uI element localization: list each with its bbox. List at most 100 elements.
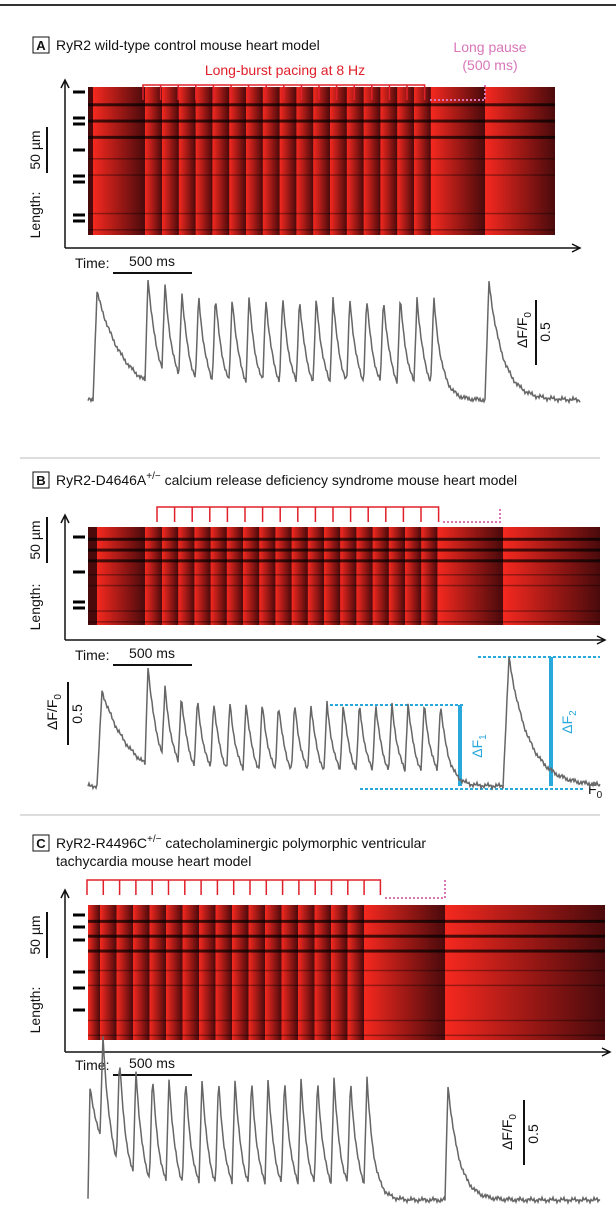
kymo-stripe [279, 87, 297, 235]
kymo-stripe [330, 87, 347, 235]
kymo-stripe [100, 905, 117, 1040]
kymo-stripe [93, 87, 145, 235]
kymo-stripe [380, 87, 398, 235]
kymo-band [88, 559, 600, 563]
kymo-stripe [281, 905, 298, 1040]
length-scale: 50 µm [27, 520, 43, 559]
kymo-stripe [347, 905, 364, 1040]
panel-letter: B [36, 473, 45, 488]
kymo-stripe [178, 87, 196, 235]
kymo-stripe [166, 905, 183, 1040]
pause-label: (500 ms) [462, 57, 517, 73]
kymo-stripe [145, 87, 162, 235]
kymo-stripe [215, 905, 232, 1040]
kymo-band [88, 103, 555, 107]
pause-line [430, 85, 486, 101]
kymo-band [88, 621, 600, 623]
kymo-band [88, 934, 605, 938]
kymo-stripe [414, 87, 431, 235]
axis [60, 513, 607, 645]
signal-sub: 0 [523, 312, 534, 318]
kymo-stripe [298, 905, 315, 1040]
kymo-band [88, 135, 555, 139]
kymo-stripe [314, 905, 331, 1040]
signal-label: ΔF/F [514, 318, 530, 348]
kymo-stripe [262, 87, 280, 235]
kymo-stripe [445, 905, 605, 1040]
guide-lines [330, 656, 600, 790]
length-scale: 50 µm [27, 915, 43, 954]
panel-box [32, 834, 50, 852]
length-label: Length: [27, 584, 43, 631]
kymo-band [88, 574, 600, 576]
kymo-stripe [133, 905, 150, 1040]
kymo-band [88, 610, 600, 612]
kymo-band [88, 969, 605, 972]
baseline-label: F0 [588, 781, 603, 801]
baseline-sub: 0 [597, 790, 603, 801]
delta-label: ΔF2 [559, 710, 579, 734]
kymo-band [88, 537, 600, 541]
pause-label: Long pause [453, 39, 526, 55]
panel-title: RyR2-D4646A+/− calcium release deficienc… [56, 471, 517, 488]
baseline-label: F [588, 781, 597, 797]
pacing-comb [156, 506, 440, 522]
time-scale: 500 ms [129, 645, 175, 661]
title-part: RyR2-D4646A [56, 472, 147, 488]
trace [87, 280, 581, 405]
signal-scale: 0.5 [525, 1124, 541, 1144]
signal-scale: 0.5 [537, 322, 553, 342]
time-label: Time: [75, 1057, 109, 1073]
kymo-stripe [296, 87, 314, 235]
kymo-stripe [162, 87, 179, 235]
kymo-band [88, 212, 555, 215]
kymo-stripe [346, 87, 364, 235]
kymo-band [88, 174, 555, 176]
kymo-band [88, 584, 600, 587]
signal-label: ΔF/F0 [499, 1114, 519, 1150]
kymo-stripe [246, 87, 263, 235]
panel-box [32, 471, 50, 489]
time-label: Time: [75, 255, 109, 271]
length-label: Length: [27, 987, 43, 1034]
signal-sub: 0 [53, 694, 64, 700]
kymo-band [88, 119, 555, 123]
title-part: catecholaminergic polymorphic ventricula… [162, 835, 427, 851]
signal-label: ΔF/F [499, 1120, 515, 1150]
pacing-comb [142, 84, 426, 100]
length-scale: 50 µm [27, 130, 43, 169]
kymo-stripe [212, 87, 230, 235]
signal-label: ΔF/F0 [44, 694, 64, 730]
panel-box [32, 36, 50, 54]
kymo-stripe [363, 87, 381, 235]
kymo-band [88, 158, 555, 160]
kymo-stripe [199, 905, 216, 1040]
time-label: Time: [75, 647, 109, 663]
kymo-stripe [503, 527, 600, 625]
signal-label: ΔF/F0 [514, 312, 534, 348]
axis [60, 78, 582, 253]
kymo-stripe [195, 87, 213, 235]
delta-sub: 2 [568, 710, 579, 716]
kymo-stripe [331, 905, 348, 1040]
kymo-stripe [485, 87, 555, 235]
kymo-band [88, 548, 600, 552]
kymo-stripe [437, 527, 503, 625]
length-label: Length: [27, 192, 43, 239]
kymo-stripe [116, 905, 133, 1040]
panel-title: RyR2-R4496C+/− catecholaminergic polymor… [56, 834, 426, 851]
kymo-band [88, 1034, 605, 1037]
kymo-stripe [88, 905, 100, 1040]
pause-line [443, 507, 501, 523]
kymo-stripe [265, 905, 282, 1040]
delta-label: ΔF [469, 740, 485, 758]
kymo-band [88, 1019, 605, 1022]
title-sup: +/− [147, 834, 162, 845]
panel-title: tachycardia mouse heart model [56, 853, 251, 869]
pause-line [385, 880, 446, 899]
kymo-stripe [430, 87, 485, 235]
kymo-stripe [364, 905, 445, 1040]
kymo-stripe [313, 87, 330, 235]
title-sup: +/− [146, 471, 161, 482]
